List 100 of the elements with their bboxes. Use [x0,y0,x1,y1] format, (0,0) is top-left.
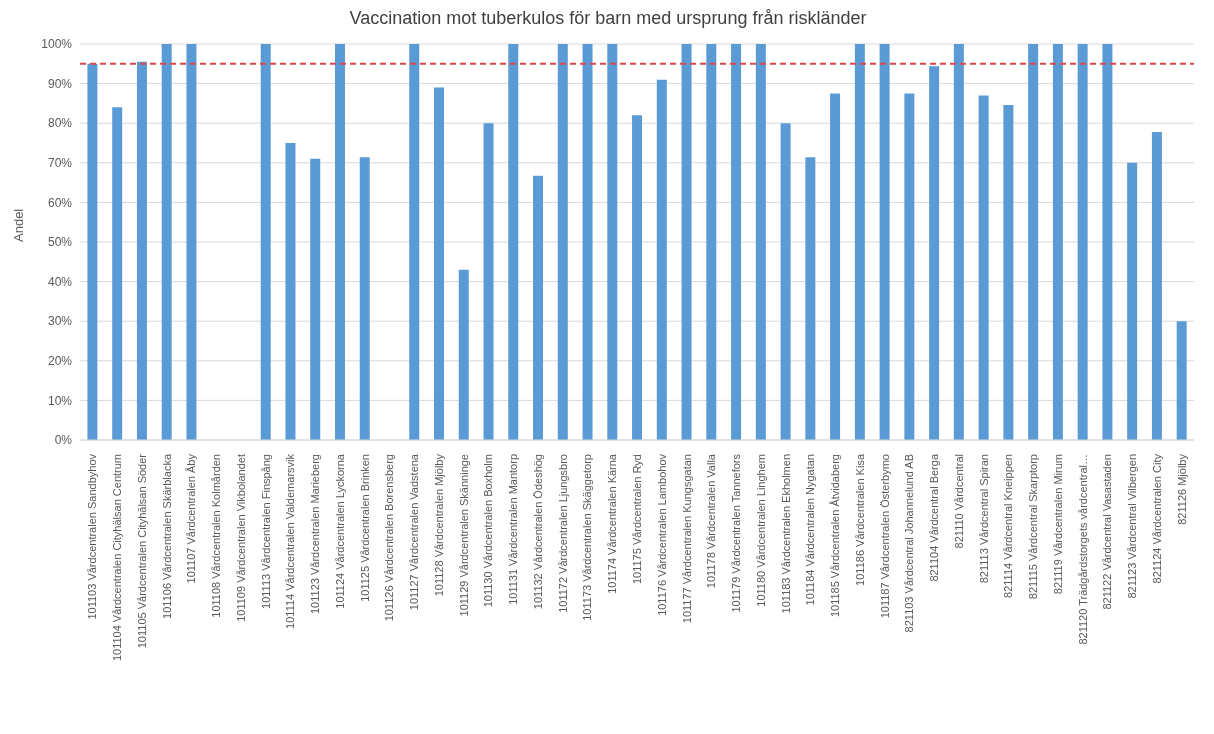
bar [978,95,989,440]
x-tick-label: 101109 Vårdcentralen Vikbolandet [234,454,247,622]
x-tick-label: 821124 Vårdcentralen City [1150,453,1163,584]
chart-title: Vaccination mot tuberkulos för barn med ursprung från riskländer [348,8,868,30]
bar [1028,44,1039,440]
y-tick-label: 10% [47,393,73,408]
x-tick-label: 101175 Vårdcentralen Ryd [631,454,643,585]
x-tick-label: 101174 Vårdcentralen Kärna [606,453,619,594]
x-tick-label: 101123 Vårdcentralen Marieberg [309,454,322,615]
bar [1052,44,1063,440]
x-tick-label: 101104 Vårdcentralen Cityhälsan Centrum [111,454,124,662]
x-tick-label: 821114 Vårdcentral Kneippen [1002,454,1015,598]
x-tick-label: 101107 Vårdcentralen Åby [185,453,198,584]
bar [434,87,444,440]
x-tick-label: 101108 Vårdcentralen Kolmården [210,454,223,618]
bar [310,158,321,440]
bar [557,44,568,440]
x-tick-label: 101125 Vårdcentralen Brinken [358,454,371,602]
y-tick-label: 80% [47,116,73,131]
bar [755,44,766,440]
bar [656,79,667,440]
x-tick-label: 101184 Vårdcentralen Nygatan [804,454,817,606]
x-tick-label: 101183 Vårdcentralen Ekholmen [779,454,792,614]
y-tick-label: 90% [47,76,73,91]
x-tick-label: 821110 Vårdcentral [952,454,965,549]
x-tick-label: 101176 Vårdcentralen Lambohov [655,453,668,616]
x-tick-label: 101126 Vårdcentralen Borensberg [383,454,396,622]
bar [780,123,791,440]
x-tick-label: 101124 Vårdcentralen Lyckorna [333,453,346,609]
x-tick-label: 101127 Vårdcentralen Vadstena [408,453,421,611]
x-tick-label: 101105 Vårdcentralen Cityhälsan Söder [135,453,148,649]
bar [87,63,98,440]
bar [607,44,618,440]
x-tick-label: 821123 Vårdcentral Vilbergen [1126,454,1139,599]
x-tick-label: 101180 Vårdcentralen Linghem [754,454,767,607]
x-tick-label: 101106 Vårdcentralen Skärblacka [160,453,173,619]
y-tick-label: 30% [47,314,73,329]
y-tick-label: 50% [47,235,73,250]
y-tick-label: 40% [47,274,73,289]
x-tick-label: 101130 Vårdcentralen Boxholm [482,454,495,608]
x-tick-label: 821113 Vårdcentral Spiran [977,454,990,584]
bar [582,44,593,440]
x-tick-label: 821119 Vårdcentralen Mirum [1051,454,1064,595]
bar [508,44,519,440]
bar [1102,44,1113,440]
bar [260,44,271,440]
bar [409,44,420,440]
bar [830,93,841,440]
x-tick-label: 101177 Vårdcentralen Kungsgatan [680,454,693,624]
bar [681,44,692,440]
x-tick-label: 101114 Vårdcentralen Valdemarsvik [284,453,297,629]
bar [1127,162,1138,440]
x-tick-label: 101185 Vårdcentralen Åtvidaberg [829,454,842,618]
x-tick-label: 101128 Vårdcentralen Mjölby [432,453,445,597]
x-tick-label: 101173 Vårdcentralen Skäggetorp [581,454,594,621]
bar [483,123,494,440]
y-tick-label: 20% [47,354,73,369]
x-tick-label: 101132 Vårdcentralen Ödeshög [531,454,544,610]
bar [1151,131,1162,440]
x-tick-label: 101172 Vårdcentralen Ljungsbro [556,454,569,613]
bar [533,175,544,440]
x-tick-label: 101113 Vårdcentralen Finspång [259,454,272,609]
bar [929,66,940,440]
x-tick-label: 101178 Vårdcentralen Valla [705,453,718,589]
bar [632,115,643,440]
x-tick-label: 821115 Vårdcentral Skarptorp [1027,454,1040,600]
bar [953,44,964,440]
bar [1003,104,1014,440]
bar [458,269,469,440]
x-tick-label: 821104 Vårdcentral Berga [928,453,941,582]
bar [334,44,345,440]
bar [186,44,197,440]
x-tick-label: 101187 Vårdcentralen Österbymo [878,454,891,619]
bar [805,157,816,440]
x-tick-label: 821103 Vårdcentral Johannelund AB [903,454,916,633]
bar [1077,44,1088,440]
bar [112,107,123,440]
y-tick-label: 60% [47,195,73,210]
y-tick-label: 100% [41,37,73,52]
bar [731,44,742,440]
bar [706,44,717,440]
x-tick-label: 101186 Vårdcentralen Kisa [853,453,866,586]
y-tick-label: 70% [47,156,73,171]
x-tick-label: 101131 Vårdcentralen Mantorp [507,454,520,605]
y-axis-title: Andel [10,208,26,242]
x-tick-label: 821126 Mjölby [1175,453,1188,525]
x-tick-label: 101129 Vårdcentralen Skänninge [457,454,470,617]
x-tick-label: 101103 Vårdcentralen Sandbyhov [86,453,99,620]
bar [1176,321,1187,440]
x-tick-label: 101179 Vårdcentralen Tannefors [730,453,743,613]
bar [161,44,172,440]
y-tick-label: 0% [54,433,73,448]
bar [359,157,370,440]
bar [904,93,915,440]
x-tick-label: 821120 Trädgårdstorgets vårdcentral… [1076,454,1089,645]
bar [854,44,865,440]
x-tick-label: 821122 Vårdcentral Vasastaden [1101,454,1114,610]
bar [879,44,890,440]
bar [285,143,296,440]
bar [136,61,147,440]
